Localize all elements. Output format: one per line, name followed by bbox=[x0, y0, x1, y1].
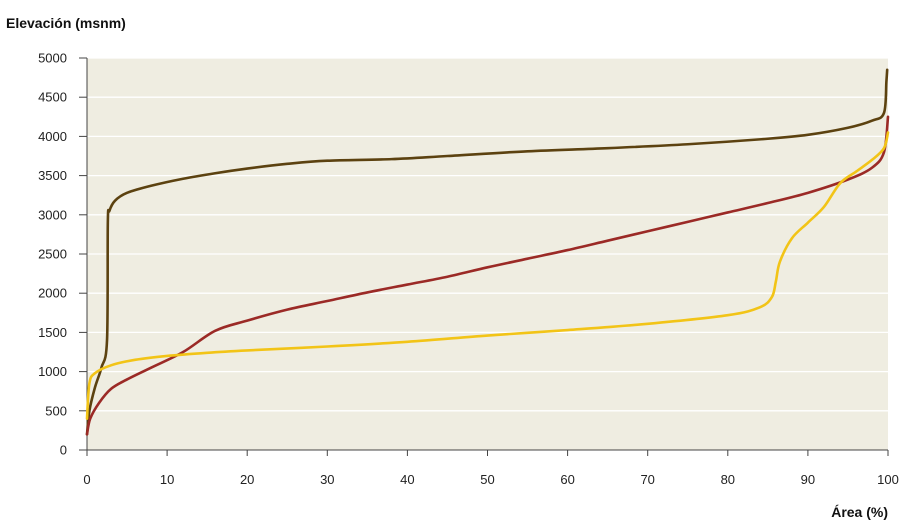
series-line-2 bbox=[85, 115, 890, 436]
y-tick-label: 1500 bbox=[38, 325, 67, 340]
x-tick-label: 20 bbox=[240, 472, 254, 487]
x-tick-label: 70 bbox=[640, 472, 654, 487]
x-tick-label: 80 bbox=[721, 472, 735, 487]
y-tick-label: 1000 bbox=[38, 364, 67, 379]
y-tick-label: 4000 bbox=[38, 129, 67, 144]
y-tick-label: 500 bbox=[45, 403, 67, 418]
y-tick-label: 3000 bbox=[38, 207, 67, 222]
axes: 0500100015002000250030003500400045005000… bbox=[38, 51, 899, 488]
y-tick-label: 2500 bbox=[38, 247, 67, 262]
x-tick-label: 100 bbox=[877, 472, 899, 487]
x-tick-label: 40 bbox=[400, 472, 414, 487]
x-tick-label: 30 bbox=[320, 472, 334, 487]
series-line-1 bbox=[85, 68, 889, 436]
x-tick-label: 90 bbox=[801, 472, 815, 487]
x-tick-label: 50 bbox=[480, 472, 494, 487]
x-axis-title: Área (%) bbox=[831, 504, 888, 520]
x-tick-label: 60 bbox=[560, 472, 574, 487]
y-axis-title: Elevación (msnm) bbox=[6, 15, 126, 31]
y-tick-label: 0 bbox=[60, 443, 67, 458]
grid-lines bbox=[87, 57, 888, 412]
y-tick-label: 4500 bbox=[38, 90, 67, 105]
x-tick-label: 0 bbox=[83, 472, 90, 487]
series-line-3 bbox=[85, 131, 890, 420]
y-tick-label: 2000 bbox=[38, 286, 67, 301]
x-tick-label: 10 bbox=[160, 472, 174, 487]
y-tick-label: 5000 bbox=[38, 51, 67, 66]
y-tick-label: 3500 bbox=[38, 168, 67, 183]
series-lines bbox=[85, 68, 890, 436]
